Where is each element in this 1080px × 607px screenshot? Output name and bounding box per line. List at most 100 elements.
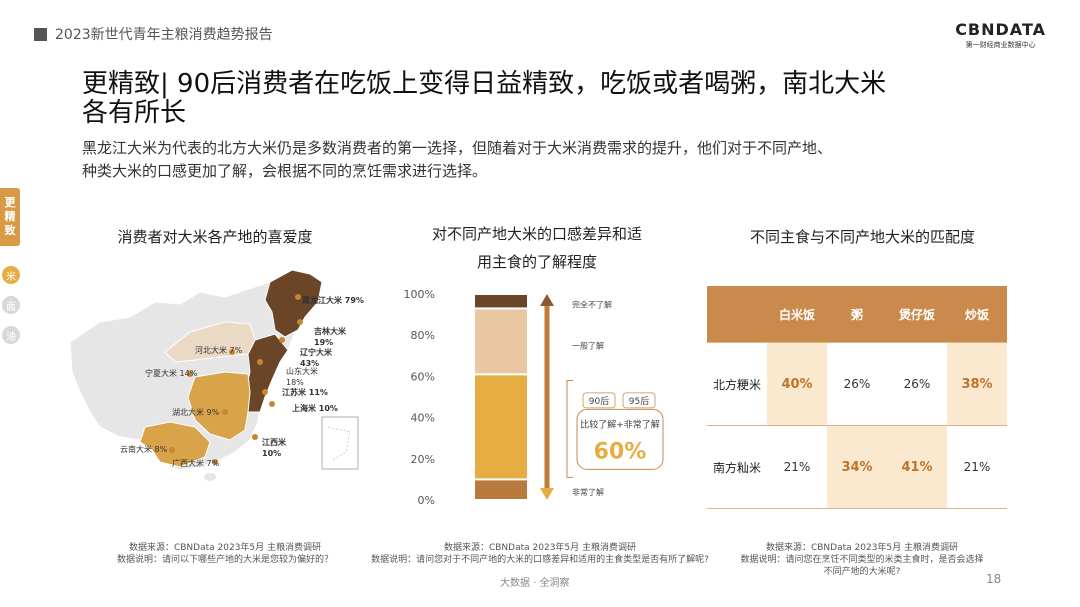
map-marker xyxy=(295,294,301,300)
callout-label: 比较了解+非常了解 xyxy=(580,418,660,430)
map-label-heilongjiang: 黑龙江大米 79% xyxy=(302,295,364,306)
table-row-label: 南方籼米 xyxy=(707,425,767,509)
map-marker xyxy=(252,434,258,440)
callout-value: 60% xyxy=(594,439,647,464)
side-dot-noodle[interactable]: 面 xyxy=(2,296,20,314)
page-number: 18 xyxy=(986,572,1002,586)
map-label-text: 黑龙江大米 79% xyxy=(302,296,364,305)
map-label-shanghai: 上海米 10% xyxy=(292,404,338,413)
y-tick-label: 0% xyxy=(418,494,435,507)
callout-tag-1-label: 90后 xyxy=(589,396,609,407)
page-description: 黑龙江大米为代表的北方大米仍是多数消费者的第一选择，但随着对于大米消费需求的提升… xyxy=(82,137,1042,183)
logo-main: CBNDATA xyxy=(955,20,1046,39)
china-map xyxy=(69,269,359,481)
y-tick-label: 60% xyxy=(411,370,435,383)
map-marker xyxy=(169,447,175,453)
table-header-cell xyxy=(707,286,767,343)
table-cell: 21% xyxy=(947,425,1007,509)
bar-segment xyxy=(475,309,527,374)
map-marker xyxy=(297,319,303,325)
side-dot-label: 米 xyxy=(6,271,16,283)
map-marker xyxy=(257,359,263,365)
source-line: 数据来源：CBNData 2023年5月 主粮消费调研 xyxy=(765,543,959,553)
table-cell: 26% xyxy=(827,342,887,426)
side-tab-label: 更精致 xyxy=(4,196,16,237)
title-line-2: 各有所长 xyxy=(82,98,187,128)
report-label: 2023新世代青年主粮消费趋势报告 xyxy=(34,24,273,44)
map-marker xyxy=(262,389,268,395)
title-line-1: 更精致| 90后消费者在吃饭上变得日益精致，吃饭或者喝粥，南北大米 xyxy=(82,69,887,99)
arrow-label-bottom: 非常了解 xyxy=(572,487,604,497)
map-panel-title: 消费者对大米各产地的喜爱度 xyxy=(117,228,313,246)
arrow-head-bottom xyxy=(540,488,554,500)
map-marker xyxy=(279,337,285,343)
y-tick-label: 20% xyxy=(411,453,435,466)
bar-segment xyxy=(475,375,527,479)
map-marker xyxy=(222,409,228,415)
logo-sub: 第一财经商业数据中心 xyxy=(965,41,1036,49)
match-source: 数据来源：CBNData 2023年5月 主粮消费调研 数据说明：请问您在烹饪不… xyxy=(712,542,1012,578)
map-region-hainan xyxy=(204,473,216,481)
source-line: 数据来源：CBNData 2023年5月 主粮消费调研 xyxy=(128,543,322,553)
table-cell: 26% xyxy=(887,342,947,426)
table-row: 北方粳米 40% 26% 26% 38% xyxy=(707,342,1007,426)
map-label-jilin: 吉林大米 19% xyxy=(314,327,346,347)
map-marker xyxy=(229,349,235,355)
map-inset-line xyxy=(327,426,351,461)
note-line: 数据说明：请问您在烹饪不同类型的米类主食时，是否会选择 xyxy=(740,555,984,565)
map-label-shandong: 山东大米 18% xyxy=(286,367,318,387)
map-region-east xyxy=(244,333,289,413)
chart-source: 数据来源：CBNData 2023年5月 主粮消费调研 数据说明：请问您对于不同… xyxy=(330,542,750,566)
map-label-jiangxi: 江西米 10% xyxy=(262,438,286,458)
table-cell: 34% xyxy=(827,425,887,509)
map-label-guangxi: 广西大米 7% xyxy=(172,459,220,468)
table-cell: 38% xyxy=(947,342,1007,426)
footer-slogan: 大数据 · 全洞察 xyxy=(500,578,570,589)
side-tab-active[interactable]: 更精致 xyxy=(0,188,20,246)
chart-title-line-1: 对不同产地大米的口感差异和适 xyxy=(431,225,642,243)
callout-box xyxy=(576,408,664,470)
chart-title-line-2: 用主食的了解程度 xyxy=(476,253,597,271)
page-title: 更精致| 90后消费者在吃饭上变得日益精致，吃饭或者喝粥，南北大米 各有所长 xyxy=(82,70,982,128)
description-line-1: 黑龙江大米为代表的北方大米仍是多数消费者的第一选择，但随着对于大米消费需求的提升… xyxy=(82,139,833,157)
map-label-liaoning: 辽宁大米 43% xyxy=(300,348,332,368)
callout-tag-1 xyxy=(582,392,616,409)
arrow-head-top xyxy=(540,294,554,306)
callout-bracket xyxy=(566,380,573,478)
table-row: 南方籼米 21% 34% 41% 21% xyxy=(707,425,1007,509)
map-label-ningxia: 宁夏大米 14% xyxy=(145,369,198,378)
map-label-hubei: 湖北大米 9% xyxy=(172,408,220,417)
note-line: 不同产地的大米呢? xyxy=(823,567,901,577)
map-marker xyxy=(212,459,218,465)
table-header-cell: 白米饭 xyxy=(767,286,827,343)
side-dot-label: 面 xyxy=(6,301,16,313)
map-region-southwest xyxy=(139,421,211,468)
chart-title: 对不同产地大米的口感差异和适 用主食的了解程度 xyxy=(412,220,662,276)
map-marker xyxy=(269,401,275,407)
description-line-2: 种类大米的口感更加了解，会根据不同的烹饪需求进行选择。 xyxy=(82,162,488,180)
side-dot-oil[interactable]: 油 xyxy=(2,326,20,344)
arrow-label-middle: 一般了解 xyxy=(572,341,604,351)
side-dot-label: 油 xyxy=(6,331,16,343)
note-line: 数据说明：请问以下哪些产地的大米是您较为偏好的？ xyxy=(116,555,333,565)
callout-tag-2-label: 95后 xyxy=(629,396,649,407)
table-cell: 21% xyxy=(767,425,827,509)
match-table: 白米饭粥煲仔饭 炒饭 北方粳米 40% 26% 26% 38% 南方籼米 21% 34% 41% 21… xyxy=(707,286,1007,509)
y-tick-label: 80% xyxy=(411,329,435,342)
table-row-label: 北方粳米 xyxy=(707,342,767,426)
table-header-cell: 煲仔饭 xyxy=(887,286,947,343)
arrow-label-top: 完全不了解 xyxy=(572,299,612,309)
bar-segment xyxy=(475,295,527,308)
map-label-hebei: 河北大米 7% xyxy=(195,346,243,355)
callout-tag-2 xyxy=(622,392,656,409)
map-label-jiangsu: 江苏米 11% xyxy=(282,388,328,397)
table-cell: 41% xyxy=(887,425,947,509)
table-header-row: 白米饭粥煲仔饭 炒饭 xyxy=(707,286,1007,343)
bar-segment xyxy=(475,480,527,499)
side-dot-rice[interactable]: 米 xyxy=(2,266,20,284)
report-title: 2023新世代青年主粮消费趋势报告 xyxy=(55,27,273,43)
source-line: 数据来源：CBNData 2023年5月 主粮消费调研 xyxy=(443,543,637,553)
match-panel-title: 不同主食与不同产地大米的匹配度 xyxy=(749,228,975,246)
y-tick-label: 40% xyxy=(411,412,435,425)
